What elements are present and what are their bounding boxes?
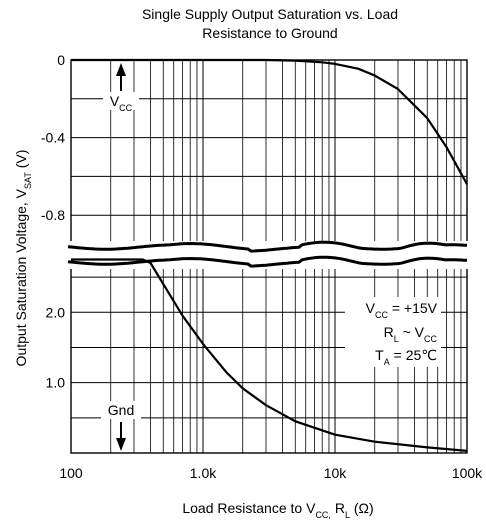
x-axis-label: Load Resistance to VCC, RL (Ω) [182,500,373,520]
x-tick-label: 100k [452,465,483,481]
gnd-label-bg [101,401,141,419]
vcc-label: VCC [110,93,133,113]
tick-labels: 0 -0.4 -0.8 2.0 1.0 100 1.0k 10k 100k [41,52,483,481]
condition-line: RL ~ VCC [384,324,438,344]
gnd-label: Gnd [108,402,134,418]
chart-title-line-2: Resistance to Ground [202,25,337,41]
y-tick-label: 0 [57,52,65,68]
lower-series-line [71,258,468,452]
condition-line: TA = 25℃ [375,347,437,367]
upper-series-line [71,58,468,185]
x-tick-label: 10k [324,465,348,481]
band-line-upper [67,240,468,253]
conditions-bg [345,297,441,367]
band-line-lower [67,255,468,268]
curves [67,58,470,452]
vcc-arrow-head [116,63,126,76]
y-axis-label: Output Saturation Voltage, VSAT (V) [13,150,33,367]
y-tick-label: 1.0 [46,375,66,391]
y-tick-label: -0.4 [41,130,65,146]
condition-line: VCC = +15V [366,300,438,320]
chart-title-line-1: Single Supply Output Saturation vs. Load [142,6,398,22]
gnd-arrow-head [116,438,126,451]
annotations: VCC Gnd VCC = +15V RL ~ VCC TA = 25℃ [101,63,441,451]
y-tick-label: -0.8 [41,207,65,223]
x-tick-label: 100 [59,465,83,481]
y-tick-label: 2.0 [46,304,66,320]
x-tick-label: 1.0k [190,465,217,481]
vcc-label-bg [103,92,139,110]
